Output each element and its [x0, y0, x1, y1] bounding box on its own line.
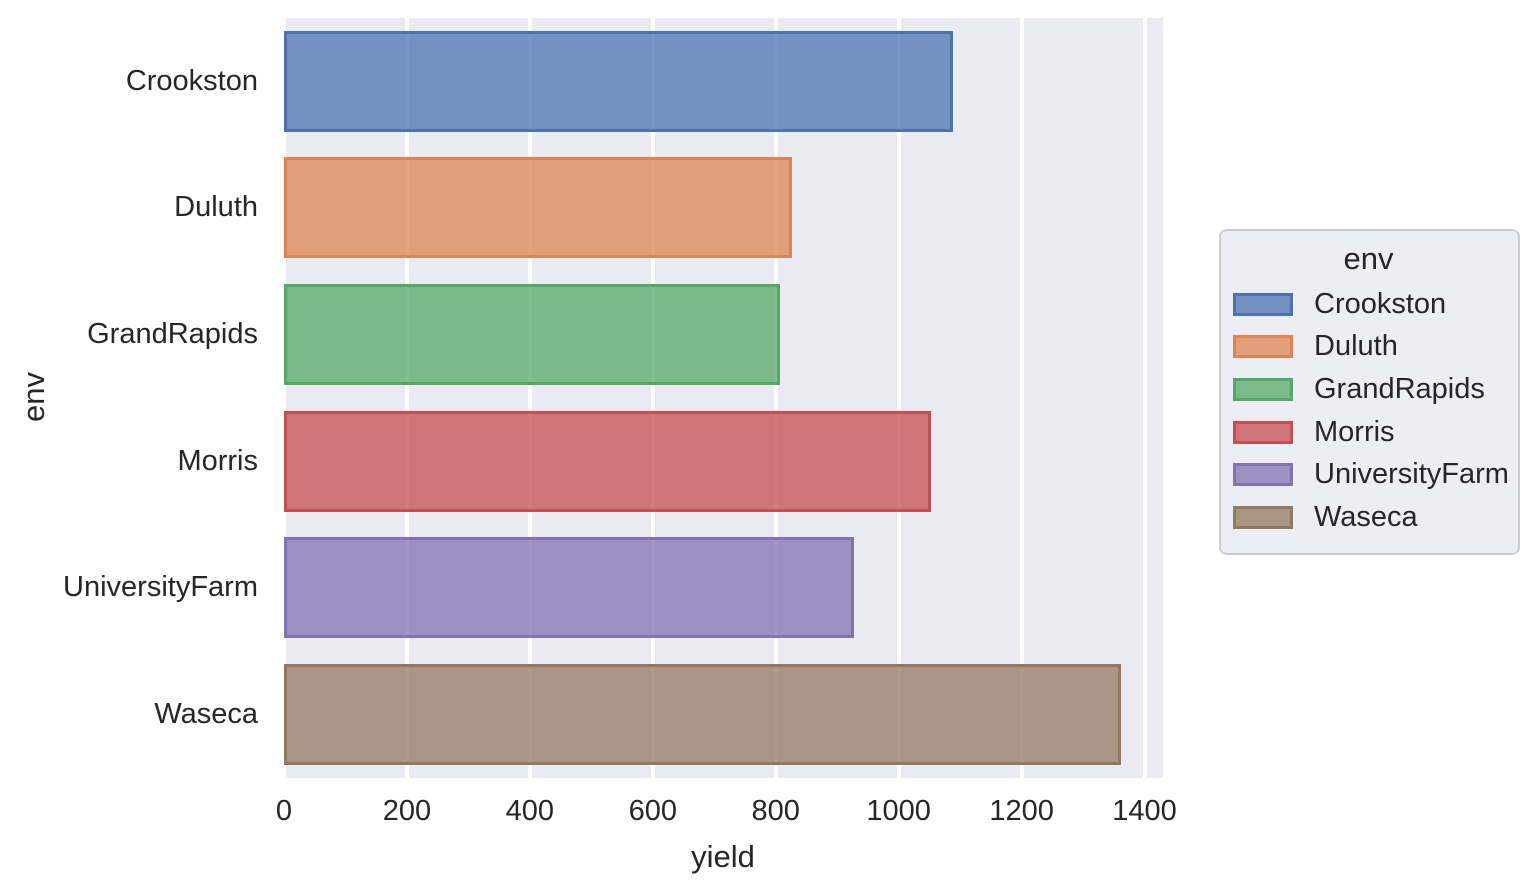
x-tick-label-1400: 1400 [1112, 795, 1177, 827]
legend: env Crookston Duluth GrandRapids Morris Univ… [1219, 229, 1520, 555]
gridline-1200 [1019, 18, 1024, 778]
y-tick-label-universityfarm: UniversityFarm [63, 571, 258, 604]
x-axis-label: yield [691, 839, 755, 874]
plot-area [284, 18, 1163, 778]
x-tick-label-600: 600 [628, 795, 677, 827]
y-tick-label-duluth: Duluth [174, 191, 258, 224]
gridline-1400 [1142, 18, 1147, 778]
gridline-200 [404, 18, 409, 778]
gridline-800 [773, 18, 778, 778]
legend-item-duluth: Duluth [1233, 326, 1504, 369]
gridline-400 [527, 18, 532, 778]
bar-waseca [284, 664, 1122, 766]
gridline-0 [284, 18, 286, 778]
x-tick-label-0: 0 [275, 795, 293, 827]
legend-label-duluth: Duluth [1314, 330, 1398, 363]
gridline-1000 [896, 18, 901, 778]
legend-item-grandrapids: GrandRapids [1233, 368, 1504, 411]
legend-swatch-crookston [1233, 292, 1293, 316]
bar-crookston [284, 30, 953, 132]
y-tick-labels: Crookston Duluth GrandRapids Morris Universi… [0, 18, 258, 778]
legend-items: Crookston Duluth GrandRapids Morris Universi… [1233, 283, 1509, 539]
gridline-600 [650, 18, 655, 778]
bar-row-grandrapids [284, 271, 1163, 398]
bar-universityfarm [284, 537, 855, 639]
bar-grandrapids [284, 284, 781, 386]
y-tick-label-grandrapids: GrandRapids [87, 318, 258, 351]
x-tick-label-200: 200 [382, 795, 432, 827]
bar-row-waseca [284, 651, 1163, 778]
y-axis-label: env [16, 372, 51, 422]
bar-row-universityfarm [284, 525, 1163, 652]
x-tick-label-1200: 1200 [989, 795, 1054, 827]
legend-title: env [1343, 241, 1394, 276]
bar-row-morris [284, 398, 1163, 525]
legend-label-waseca: Waseca [1314, 500, 1418, 533]
x-tick-label-400: 400 [505, 795, 555, 827]
y-tick-label-waseca: Waseca [154, 698, 258, 731]
bar-duluth [284, 157, 793, 259]
legend-item-universityfarm: UniversityFarm [1233, 453, 1509, 496]
y-tick-label-crookston: Crookston [125, 64, 258, 97]
bar-morris [284, 410, 931, 512]
legend-item-waseca: Waseca [1233, 496, 1504, 539]
legend-swatch-duluth [1233, 335, 1293, 359]
legend-label-universityfarm: UniversityFarm [1314, 458, 1509, 491]
legend-label-grandrapids: GrandRapids [1314, 372, 1485, 405]
bar-row-crookston [284, 18, 1163, 145]
legend-swatch-grandrapids [1233, 377, 1293, 401]
x-tick-label-1000: 1000 [866, 795, 931, 827]
legend-swatch-waseca [1233, 505, 1293, 529]
y-tick-label-morris: Morris [177, 444, 258, 477]
legend-item-crookston: Crookston [1233, 283, 1504, 326]
bar-row-duluth [284, 145, 1163, 272]
legend-item-morris: Morris [1233, 411, 1504, 454]
legend-label-crookston: Crookston [1314, 287, 1447, 320]
legend-label-morris: Morris [1314, 415, 1395, 448]
legend-swatch-morris [1233, 420, 1293, 444]
x-tick-label-800: 800 [751, 795, 800, 827]
x-tick-labels: 0 200 400 600 800 1000 1200 1400 [276, 792, 1177, 830]
legend-swatch-universityfarm [1233, 463, 1293, 487]
